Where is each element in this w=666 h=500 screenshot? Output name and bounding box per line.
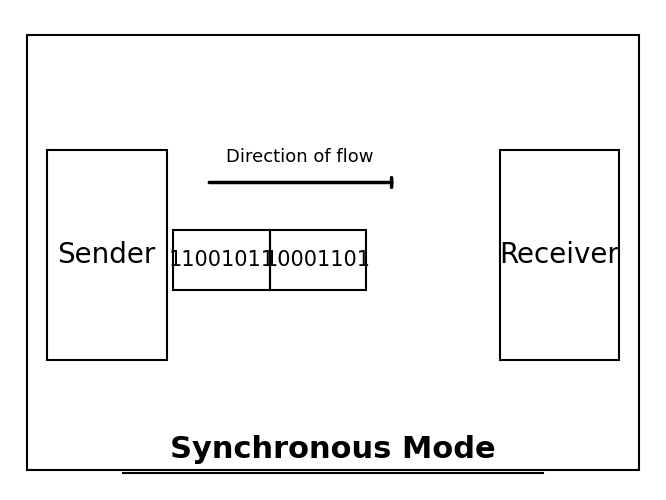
- Text: Receiver: Receiver: [500, 241, 619, 269]
- Text: 10001101: 10001101: [265, 250, 371, 270]
- Text: Direction of flow: Direction of flow: [226, 148, 374, 166]
- Text: 11001011: 11001011: [168, 250, 274, 270]
- Text: Synchronous Mode: Synchronous Mode: [170, 436, 496, 464]
- Text: Sender: Sender: [57, 241, 156, 269]
